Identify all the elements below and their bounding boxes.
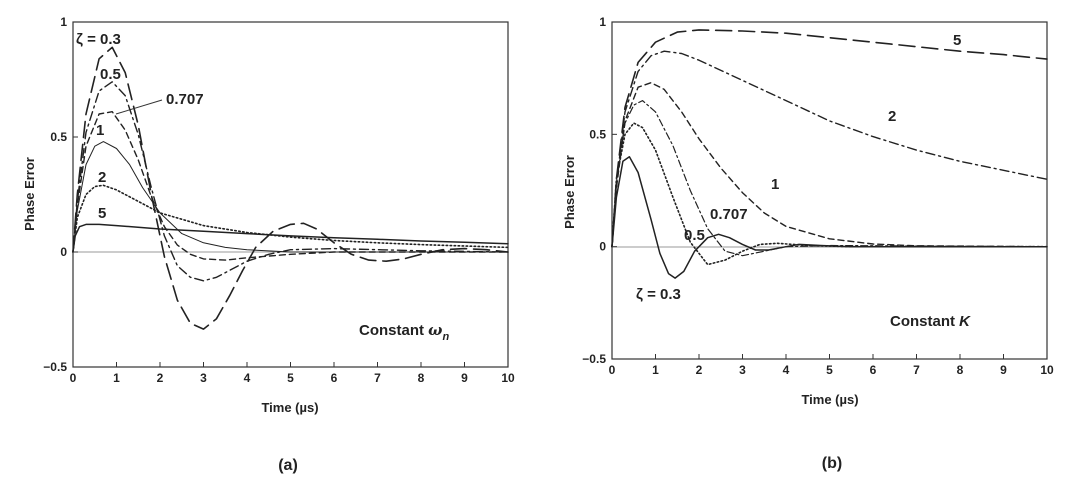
series-label-b-0.3: ζ = 0.3 [636, 286, 681, 303]
annotation-a: Constant ωn [359, 321, 449, 343]
x-tick-label-a-4: 4 [244, 371, 251, 385]
x-tick-label-b-3: 3 [739, 363, 746, 377]
y-tick-label-a-2: 0 [60, 245, 67, 259]
x-tick-label-b-4: 4 [783, 363, 790, 377]
series-label-b-0.707: 0.707 [710, 206, 748, 223]
y-tick-label-b-1: 0.5 [589, 127, 606, 141]
series-label-b-1: 1 [771, 176, 779, 193]
series-line-b-3 [611, 100, 1048, 257]
series-label-b-2: 2 [888, 108, 896, 125]
series-line-b-0 [611, 29, 1048, 248]
x-tick-label-a-3: 3 [200, 371, 207, 385]
series-line-a-0 [72, 46, 509, 330]
x-tick-label-b-2: 2 [696, 363, 703, 377]
x-tick-label-b-8: 8 [957, 363, 964, 377]
annotation-a-main: Constant [359, 322, 424, 339]
x-tick-label-b-10: 10 [1040, 363, 1054, 377]
series-line-b-5 [611, 156, 1048, 279]
series-label-a-5: 5 [98, 205, 106, 222]
annotation-b-symbol: K [959, 313, 971, 330]
series-line-a-4 [72, 184, 509, 253]
plot-frame-b [611, 21, 1048, 360]
panel-label-a: (a) [278, 457, 298, 474]
x-tick-label-a-9: 9 [461, 371, 468, 385]
series-line-b-4 [611, 122, 1048, 266]
series-label-b-5: 5 [953, 32, 961, 49]
x-tick-label-a-2: 2 [157, 371, 164, 385]
series-label-a-0.707: 0.707 [166, 91, 204, 108]
y-tick-label-b-0: 1 [599, 15, 606, 29]
x-tick-label-b-9: 9 [1000, 363, 1007, 377]
series-line-a-5 [72, 223, 509, 253]
x-tick-label-a-6: 6 [331, 371, 338, 385]
series-line-b-2 [611, 82, 1048, 248]
y-axis-label-b: Phase Error [562, 155, 577, 229]
series-line-a-3 [72, 141, 509, 253]
annotation-a-symbol: ω [428, 321, 442, 339]
series-layer-b [611, 29, 1048, 279]
series-label-a-2: 2 [98, 169, 106, 186]
plot-frame-a [72, 21, 509, 368]
series-label-a-0.5: 0.5 [100, 66, 121, 83]
x-tick-label-a-0: 0 [70, 371, 77, 385]
annotation-a-subscript: n [442, 331, 449, 343]
x-tick-label-a-5: 5 [287, 371, 294, 385]
y-tick-label-b-3: −0.5 [582, 352, 606, 366]
y-axis-label-a: Phase Error [22, 157, 37, 231]
x-tick-label-b-7: 7 [913, 363, 920, 377]
leader-line-a-0.707 [115, 99, 163, 115]
x-tick-label-a-1: 1 [113, 371, 120, 385]
annotation-b-main: Constant [890, 313, 955, 330]
series-label-a-1: 1 [96, 122, 104, 139]
series-line-a-1 [72, 81, 509, 282]
x-tick-label-a-10: 10 [501, 371, 515, 385]
x-tick-label-b-5: 5 [826, 363, 833, 377]
x-tick-label-a-7: 7 [374, 371, 381, 385]
annotation-b: Constant K [890, 313, 971, 330]
series-label-a-0.3: ζ = 0.3 [76, 31, 121, 48]
x-axis-label-b: Time (µs) [801, 392, 858, 407]
x-tick-label-a-8: 8 [418, 371, 425, 385]
x-tick-label-b-6: 6 [870, 363, 877, 377]
y-tick-label-b-2: 0 [599, 240, 606, 254]
panel-label-b: (b) [822, 455, 842, 472]
series-line-b-1 [611, 50, 1048, 248]
series-line-a-2 [72, 111, 509, 261]
series-layer-a [72, 46, 509, 330]
series-label-b-0.5: 0.5 [684, 227, 705, 244]
x-axis-label-a: Time (µs) [261, 400, 318, 415]
y-tick-label-a-1: 0.5 [50, 130, 67, 144]
x-tick-label-b-0: 0 [609, 363, 616, 377]
y-tick-label-a-3: −0.5 [43, 360, 67, 374]
x-tick-label-b-1: 1 [652, 363, 659, 377]
y-tick-label-a-0: 1 [60, 15, 67, 29]
